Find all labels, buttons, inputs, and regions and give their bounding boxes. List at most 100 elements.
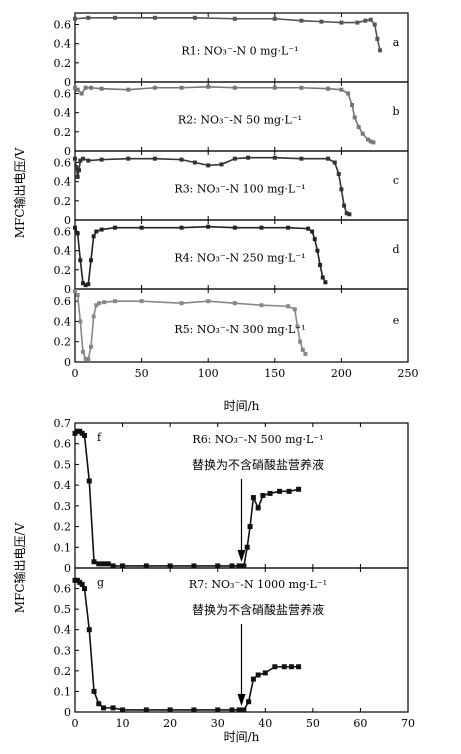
y-axis-label: MFC输出电压/V [12,522,27,613]
y-tick-label: 0.1 [54,685,72,698]
data-point [76,168,81,173]
x-axis-label: 时间/h [224,730,260,744]
data-point [272,664,278,670]
data-point [288,664,294,670]
y-tick-label: 0.6 [54,88,72,101]
data-point [88,258,93,263]
y-tick-label: 0.6 [54,583,72,596]
x-tick-label: 200 [331,367,352,380]
data-point [167,707,173,713]
y-tick-label: 0.6 [54,157,72,170]
data-point [336,172,341,176]
data-point [94,303,99,308]
data-point [296,486,302,492]
data-point [232,85,237,90]
panel-tag: g [97,576,104,589]
y-tick-label: 0.6 [54,19,72,32]
data-point [241,563,247,569]
data-point [281,664,287,670]
data-point [73,289,77,294]
data-point [303,351,308,356]
data-point [232,225,237,230]
panel-tag: d [392,243,399,256]
data-point [99,157,104,162]
data-point [86,158,91,163]
data-point [339,87,344,92]
data-point [236,707,242,713]
panel-label: R2: NO₃⁻-N 50 mg·L⁻¹ [178,113,302,126]
data-point [244,544,250,550]
data-point [375,36,380,41]
data-point [320,275,325,280]
y-tick-label: 0.5 [54,458,72,471]
y-tick-label: 0.1 [54,541,72,554]
x-tick-label: 250 [398,367,419,380]
x-tick-label: 10 [116,717,130,730]
data-point [126,156,131,161]
y-tick-label: 0 [64,145,71,158]
x-tick-label: 50 [135,367,149,380]
data-point [73,225,77,230]
data-point [110,705,116,711]
x-tick-label: 0 [72,717,79,730]
series-line [75,579,299,711]
data-point [272,16,277,21]
data-point [152,85,157,90]
data-point [312,237,317,242]
data-point [86,282,91,287]
y-tick-label: 0.4 [54,176,72,189]
data-point [78,158,83,163]
y-tick-label: 0.2 [54,57,72,70]
data-point [99,86,104,91]
data-point [315,248,320,253]
data-point [259,225,264,230]
data-point [99,227,104,232]
data-point [350,103,355,107]
data-point [83,283,88,288]
y-tick-label: 0.2 [54,126,72,139]
data-point [206,84,211,89]
data-point [368,139,373,144]
data-point [356,125,361,130]
x-tick-label: 20 [163,717,177,730]
data-point [332,160,337,165]
panel-label: R5: NO₃⁻-N 300 mg·L⁻¹ [174,323,305,336]
data-point [82,432,88,438]
data-point [191,707,197,713]
data-point [101,561,107,567]
data-point [86,356,91,361]
y-tick-label: 0 [64,356,71,369]
data-point [319,19,324,24]
data-point [206,163,211,168]
annotation-arrowhead [237,694,246,706]
y-tick-label: 0.2 [54,195,72,208]
data-point [192,160,197,165]
y-tick-label: 0.4 [54,245,72,258]
data-point [80,156,85,161]
y-tick-label: 0.7 [54,417,72,430]
data-point [360,131,365,136]
data-point [78,319,83,324]
x-tick-label: 70 [401,717,415,730]
data-point [75,231,80,236]
data-point [299,85,304,90]
data-point [80,281,85,286]
y-tick-label: 0.6 [54,438,72,451]
data-point [143,563,149,569]
panel-label: R6: NO₃⁻-N 500 mg·L⁻¹ [192,433,323,446]
data-point [255,505,261,511]
data-point [326,156,331,161]
data-point [94,229,99,234]
data-point [120,707,126,713]
data-point [73,16,77,21]
data-point [378,48,383,53]
y-tick-label: 0 [64,283,71,296]
data-point [91,234,96,239]
panel-tag: c [393,174,399,187]
x-tick-label: 0 [72,367,79,380]
data-point [105,561,111,567]
data-point [191,563,197,569]
data-point [366,137,371,142]
data-point [179,85,184,90]
data-point [112,15,117,20]
